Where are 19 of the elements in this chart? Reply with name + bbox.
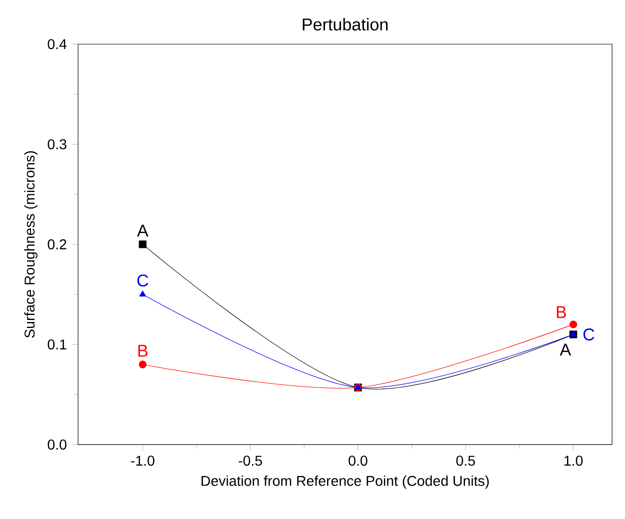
y-tick-label: 0.1 (48, 339, 66, 350)
series-label: A (560, 344, 572, 356)
y-tick-label: 0.3 (48, 138, 66, 150)
x-tick-label: -0.5 (238, 455, 262, 466)
chart-title: Pertubation (302, 18, 388, 30)
x-tick-label: 1.0 (564, 455, 583, 466)
x-tick-label: 0.0 (348, 455, 368, 466)
x-axis-title: Deviation from Reference Point (Coded Units) (202, 475, 489, 489)
text: B (556, 306, 566, 318)
x-tick-label: 0.5 (456, 455, 475, 466)
series-label: B (138, 344, 148, 356)
text: C (583, 328, 594, 340)
y-tick-label: 0.2 (48, 239, 66, 250)
y-tick-label: 0.4 (48, 38, 67, 49)
text: A (137, 224, 148, 236)
y-axis-title: Surface Roughness (microns) (24, 151, 38, 338)
x-tick-label: -1.0 (131, 455, 154, 466)
series-label: C (137, 274, 148, 286)
y-tick-label: 0.0 (48, 439, 66, 450)
